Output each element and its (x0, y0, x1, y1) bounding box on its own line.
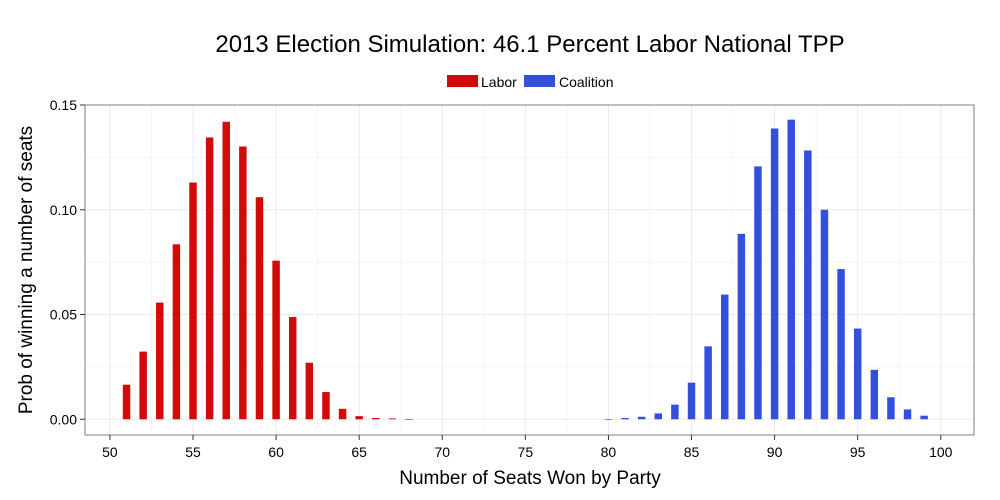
bar-labor-56 (205, 137, 214, 420)
bar-labor-65 (355, 416, 363, 420)
x-tick-label: 60 (268, 444, 284, 460)
bar-labor-54 (172, 244, 181, 420)
legend-label-coalition: Coalition (559, 74, 613, 90)
bar-labor-68 (405, 419, 413, 420)
x-axis: 50 55 60 65 70 75 80 85 90 95 100 (102, 435, 953, 460)
chart-title: 2013 Election Simulation: 46.1 Percent L… (215, 31, 844, 58)
y-axis: 0.00 0.05 0.10 0.15 (50, 97, 85, 427)
bar-labor-60 (272, 260, 280, 420)
bar-labor-58 (239, 146, 247, 420)
y-tick-label: 0.15 (50, 97, 77, 113)
bar-coalition-86 (704, 346, 712, 420)
bar-labor-57 (222, 121, 230, 420)
legend: Labor Coalition (447, 74, 613, 90)
legend-swatch-labor (447, 75, 478, 87)
legend-swatch-coalition (524, 75, 555, 87)
bar-coalition-80 (604, 419, 613, 420)
bar-coalition-85 (687, 382, 696, 420)
bar-coalition-89 (754, 166, 762, 420)
bar-coalition-96 (870, 369, 879, 420)
bar-coalition-93 (820, 209, 829, 420)
bar-coalition-98 (903, 409, 912, 420)
y-tick-label: 0.00 (50, 411, 77, 427)
bar-coalition-90 (770, 128, 779, 420)
bar-coalition-97 (887, 397, 895, 420)
bar-coalition-87 (721, 294, 729, 420)
x-tick-label: 55 (185, 444, 201, 460)
bar-coalition-94 (837, 269, 845, 420)
bar-labor-59 (255, 197, 264, 420)
bars (122, 119, 928, 420)
bar-labor-62 (305, 362, 314, 420)
bar-labor-52 (139, 351, 147, 420)
x-tick-label: 100 (929, 444, 953, 460)
plot-panel-border (84, 104, 975, 436)
bar-coalition-82 (637, 416, 646, 420)
bar-coalition-92 (804, 150, 812, 420)
y-axis-title: Prob of winning a number of seats (16, 126, 37, 414)
x-tick-label: 50 (102, 444, 118, 460)
legend-label-labor: Labor (481, 74, 517, 90)
bar-labor-61 (288, 317, 297, 420)
x-tick-label: 75 (518, 444, 534, 460)
x-tick-label: 95 (850, 444, 866, 460)
x-axis-title: Number of Seats Won by Party (399, 468, 661, 489)
x-tick-label: 65 (351, 444, 367, 460)
bar-labor-53 (156, 302, 164, 420)
x-tick-label: 85 (684, 444, 700, 460)
bar-coalition-81 (621, 418, 629, 420)
bar-labor-66 (372, 418, 380, 420)
bar-coalition-99 (920, 415, 928, 420)
bar-coalition-84 (671, 404, 679, 420)
bar-labor-67 (388, 418, 397, 420)
bar-coalition-88 (737, 233, 746, 420)
x-tick-label: 90 (767, 444, 783, 460)
y-tick-label: 0.10 (50, 202, 77, 218)
x-tick-label: 70 (434, 444, 450, 460)
bar-labor-64 (338, 408, 347, 420)
bar-labor-63 (322, 392, 330, 420)
bar-coalition-95 (853, 328, 862, 420)
bar-coalition-91 (787, 119, 795, 420)
x-tick-label: 80 (601, 444, 617, 460)
y-tick-label: 0.05 (50, 307, 77, 323)
bar-labor-55 (189, 182, 197, 420)
bar-coalition-83 (654, 413, 663, 420)
bar-labor-51 (122, 384, 131, 420)
